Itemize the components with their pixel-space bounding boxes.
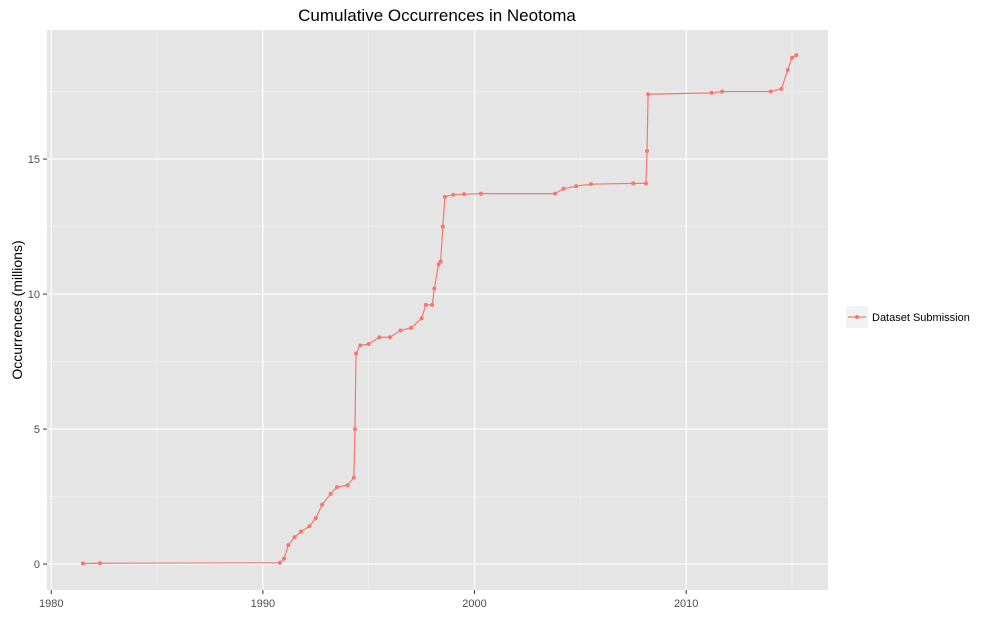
data-point [398,328,403,333]
y-tick-label: 10 [28,289,40,301]
y-tick-label: 0 [34,559,40,571]
data-point [720,89,725,94]
data-point [358,343,363,348]
data-point [292,535,297,540]
data-point [451,192,456,197]
data-point [277,560,282,565]
x-tick-label: 1980 [39,598,63,610]
data-point [307,524,312,529]
x-tick-label: 2010 [674,598,698,610]
data-point [440,224,445,229]
data-point [643,181,648,186]
data-point [631,181,636,186]
data-point [779,86,784,91]
data-point [345,483,350,488]
data-point [354,351,359,356]
data-point [790,55,795,60]
data-point [328,491,333,496]
data-point [645,148,650,153]
data-point [320,502,325,507]
data-point [461,192,466,197]
grid [47,30,828,590]
data-point [366,342,371,347]
y-tick-label: 15 [28,154,40,166]
data-point [80,561,85,566]
data-point [785,67,790,72]
x-tick-label: 1990 [251,598,275,610]
data-point [423,302,428,307]
data-point [298,529,303,534]
data-point [419,316,424,321]
legend-point [855,315,859,319]
data-point [794,53,799,58]
data-point [334,485,339,490]
data-point [588,182,593,187]
data-point [552,191,557,196]
data-point [442,194,447,199]
data-point [574,184,579,189]
data-point [282,556,287,561]
data-point [432,286,437,291]
data-point [430,302,435,307]
data-point [286,543,291,548]
data-point [313,516,318,521]
panel [47,30,828,590]
data-point [768,89,773,94]
data-point [409,325,414,330]
y-axis-label: Occurrences (millions) [9,240,25,379]
data-point [387,335,392,340]
legend-label: Dataset Submission [872,312,970,324]
x-tick-label: 2000 [462,598,486,610]
data-point [351,475,356,480]
data-point [377,335,382,340]
data-point [478,191,483,196]
data-point [561,186,566,191]
chart-title: Cumulative Occurrences in Neotoma [298,6,576,25]
data-point [438,259,443,264]
data-point [352,427,357,432]
data-point [646,92,651,97]
data-point [436,262,441,267]
data-point [97,561,102,566]
data-point [709,90,714,95]
y-tick-label: 5 [34,424,40,436]
